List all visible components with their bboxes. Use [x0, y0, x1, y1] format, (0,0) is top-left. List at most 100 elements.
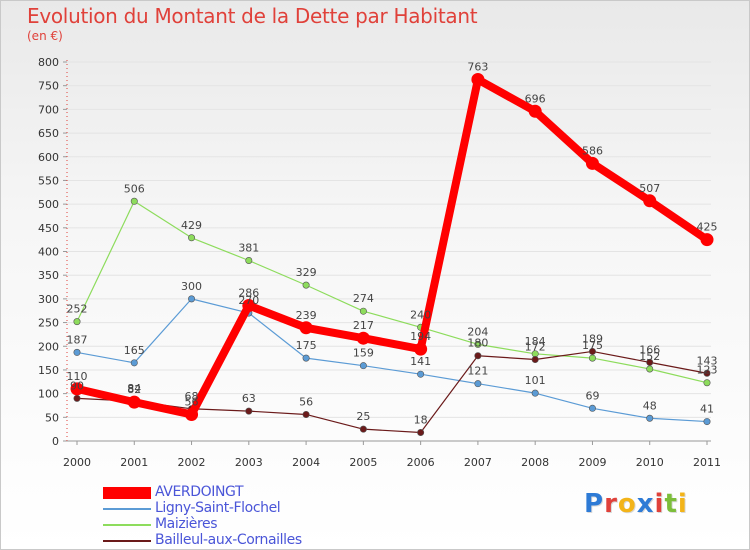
data-label-ligny-saint-flochel: 69 [585, 389, 599, 402]
series-lines [70, 73, 714, 436]
logo-letter: i [654, 489, 665, 519]
data-label-maizi-res: 152 [639, 350, 660, 363]
data-point-ligny-saint-flochel [703, 418, 711, 426]
legend-swatch [103, 501, 151, 517]
chart-title: Evolution du Montant de la Dette par Hab… [27, 4, 478, 28]
data-point-bailleul-aux-cornailles [245, 407, 253, 415]
data-point-maizi-res [130, 197, 138, 205]
y-tick-label: 200 [38, 340, 59, 353]
data-label-averdoingt: 82 [127, 383, 141, 396]
data-point-ligny-saint-flochel [302, 354, 310, 362]
data-label-ligny-saint-flochel: 41 [700, 403, 714, 416]
data-point-averdoingt [471, 73, 485, 87]
data-label-bailleul-aux-cornailles: 56 [299, 395, 313, 408]
data-label-averdoingt: 239 [296, 309, 317, 322]
data-label-averdoingt: 586 [582, 144, 603, 157]
y-tick-label: 550 [38, 174, 59, 187]
legend-label: Bailleul-aux-Cornailles [155, 532, 302, 548]
data-point-averdoingt [70, 382, 84, 396]
data-label-bailleul-aux-cornailles: 180 [467, 337, 488, 350]
x-tick-label: 2009 [578, 456, 606, 469]
data-label-maizi-res: 329 [296, 266, 317, 279]
data-label-ligny-saint-flochel: 101 [525, 374, 546, 387]
x-tick-label: 2008 [521, 456, 549, 469]
data-label-maizi-res: 184 [525, 335, 546, 348]
series-line-averdoingt [73, 75, 711, 419]
series-line-maizi-res [76, 200, 708, 384]
proxiti-logo: Proxiti [584, 489, 688, 519]
data-point-ligny-saint-flochel [588, 404, 596, 412]
data-point-averdoingt [700, 233, 714, 247]
data-point-ligny-saint-flochel [359, 362, 367, 370]
y-tick-label: 150 [38, 364, 59, 377]
y-tick-label: 750 [38, 80, 59, 93]
data-point-bailleul-aux-cornailles [531, 356, 539, 364]
data-point-ligny-saint-flochel [188, 295, 196, 303]
data-label-averdoingt: 507 [639, 182, 660, 195]
data-label-averdoingt: 286 [238, 287, 259, 300]
data-point-maizi-res [73, 318, 81, 326]
data-point-ligny-saint-flochel [73, 348, 81, 356]
legend-swatch [103, 533, 151, 549]
data-label-bailleul-aux-cornailles: 90 [70, 379, 84, 392]
data-label-ligny-saint-flochel: 48 [643, 399, 657, 412]
data-label-ligny-saint-flochel: 187 [67, 333, 88, 346]
data-label-ligny-saint-flochel: 159 [353, 347, 374, 360]
data-labels: 187 165 300 270 175 159 141 121 101 69 48 41 252 506 4… [67, 61, 718, 427]
data-point-averdoingt [242, 299, 256, 313]
data-label-averdoingt: 110 [67, 370, 88, 383]
data-label-maizi-res: 381 [238, 242, 259, 255]
data-point-bailleul-aux-cornailles [646, 358, 654, 366]
series-line-bailleul-aux-cornailles [76, 350, 708, 434]
data-label-bailleul-aux-cornailles: 18 [414, 413, 428, 426]
y-tick-label: 350 [38, 269, 59, 282]
data-point-maizi-res [245, 257, 253, 265]
logo-letter: r [604, 489, 618, 519]
data-label-averdoingt: 425 [697, 221, 718, 234]
data-point-bailleul-aux-cornailles [588, 347, 596, 355]
legend-swatch [103, 485, 151, 501]
data-label-bailleul-aux-cornailles: 63 [242, 392, 256, 405]
x-tick-label: 2011 [693, 456, 721, 469]
data-point-bailleul-aux-cornailles [359, 425, 367, 433]
data-label-ligny-saint-flochel: 121 [467, 365, 488, 378]
data-label-maizi-res: 429 [181, 219, 202, 232]
data-point-maizi-res [588, 354, 596, 362]
data-label-maizi-res: 506 [124, 182, 145, 195]
data-point-averdoingt [299, 321, 313, 335]
chart-unit: (en €) [27, 29, 63, 43]
data-point-ligny-saint-flochel [646, 414, 654, 422]
data-label-bailleul-aux-cornailles: 143 [697, 354, 718, 367]
data-point-bailleul-aux-cornailles [73, 394, 81, 402]
data-point-averdoingt [643, 194, 657, 208]
data-label-bailleul-aux-cornailles: 189 [582, 332, 603, 345]
x-tick-label: 2007 [464, 456, 492, 469]
legend-label: Ligny-Saint-Flochel [155, 500, 281, 516]
x-tick-label: 2005 [349, 456, 377, 469]
y-tick-label: 50 [45, 411, 59, 424]
data-label-ligny-saint-flochel: 300 [181, 280, 202, 293]
data-point-ligny-saint-flochel [130, 359, 138, 367]
logo-letter: t [664, 489, 678, 519]
logo-letter: P [584, 489, 605, 519]
data-label-bailleul-aux-cornailles: 68 [185, 390, 199, 403]
data-point-maizi-res [302, 281, 310, 289]
x-tick-label: 2000 [63, 456, 91, 469]
x-tick-label: 2006 [407, 456, 435, 469]
x-tick-label: 2010 [636, 456, 664, 469]
data-point-maizi-res [474, 340, 482, 348]
data-point-bailleul-aux-cornailles [703, 369, 711, 377]
y-tick-label: 600 [38, 151, 59, 164]
legend-label: AVERDOINGT [155, 484, 244, 500]
data-point-averdoingt [356, 331, 370, 345]
data-point-bailleul-aux-cornailles [417, 428, 425, 436]
data-label-bailleul-aux-cornailles: 166 [639, 343, 660, 356]
data-label-maizi-res: 123 [697, 364, 718, 377]
data-point-ligny-saint-flochel [531, 389, 539, 397]
y-tick-label: 100 [38, 388, 59, 401]
x-tick-label: 2002 [178, 456, 206, 469]
data-point-ligny-saint-flochel [417, 370, 425, 378]
data-label-averdoingt: 194 [410, 330, 431, 343]
data-label-bailleul-aux-cornailles: 172 [525, 341, 546, 354]
